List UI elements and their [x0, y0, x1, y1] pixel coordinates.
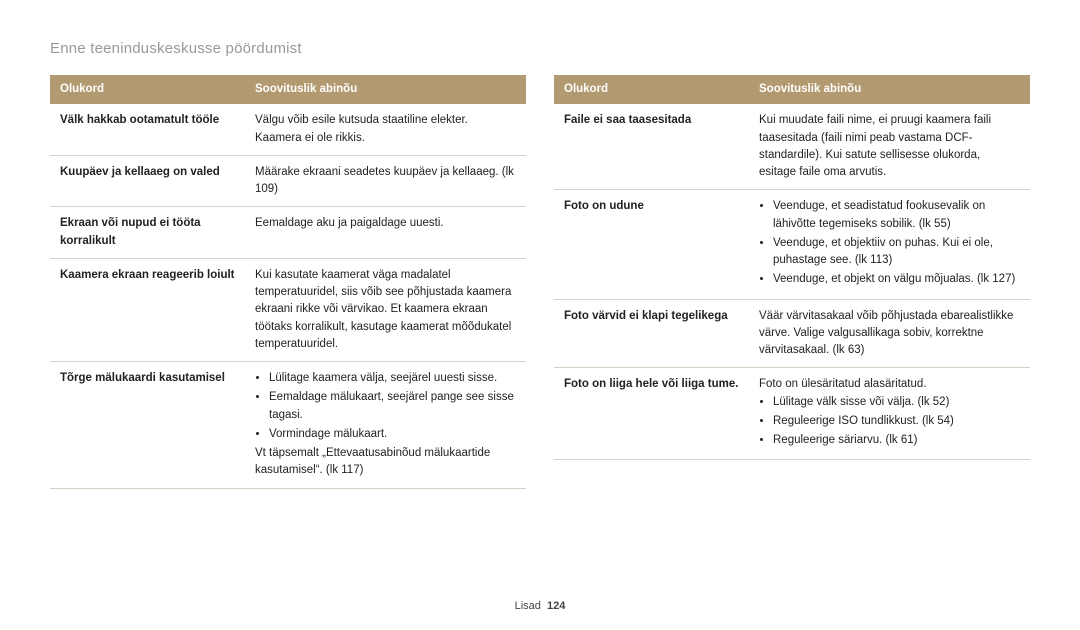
footer-section-label: Lisad [515, 600, 541, 612]
situation-cell: Foto värvid ei klapi tegelikega [554, 299, 749, 368]
page-title: Enne teeninduskeskusse pöördumist [50, 40, 1030, 57]
table-row: Tõrge mälukaardi kasutamisel Lülitage ka… [50, 362, 526, 489]
remedy-before-text: Foto on ülesäritatud alasäritatud. [759, 378, 927, 390]
remedy-cell: Määrake ekraani seadetes kuupäev ja kell… [245, 155, 526, 207]
left-column: Olukord Soovituslik abinõu Välk hakkab o… [50, 75, 526, 489]
remedy-cell: Veenduge, et seadistatud fookusevalik on… [749, 190, 1030, 299]
situation-cell: Tõrge mälukaardi kasutamisel [50, 362, 245, 489]
content-columns: Olukord Soovituslik abinõu Välk hakkab o… [50, 75, 1030, 489]
list-item: Veenduge, et objektiiv on puhas. Kui ei … [773, 235, 1020, 270]
remedy-bullets: Lülitage kaamera välja, seejärel uuesti … [255, 370, 516, 443]
table-row: Foto on liiga hele või liiga tume. Foto … [554, 368, 1030, 460]
situation-cell: Faile ei saa taasesitada [554, 104, 749, 190]
situation-cell: Välk hakkab ootamatult tööle [50, 104, 245, 155]
remedy-cell: Välgu võib esile kutsuda staatiline elek… [245, 104, 526, 155]
remedy-cell: Foto on ülesäritatud alasäritatud. Lülit… [749, 368, 1030, 460]
header-situation: Olukord [50, 75, 245, 104]
remedy-bullets: Lülitage välk sisse või välja. (lk 52) R… [759, 394, 1020, 450]
remedy-after-text: Vt täpsemalt „Ettevaatusabinõud mälukaar… [255, 447, 490, 476]
table-row: Kuupäev ja kellaaeg on valed Määrake ekr… [50, 155, 526, 207]
remedy-cell: Kui kasutate kaamerat väga madalatel tem… [245, 258, 526, 361]
table-row: Kaamera ekraan reageerib loiult Kui kasu… [50, 258, 526, 361]
page-footer: Lisad 124 [0, 600, 1080, 612]
list-item: Eemaldage mälukaart, seejärel pange see … [269, 389, 516, 424]
header-situation: Olukord [554, 75, 749, 104]
remedy-cell: Eemaldage aku ja paigaldage uuesti. [245, 207, 526, 259]
situation-cell: Ekraan või nupud ei tööta korralikult [50, 207, 245, 259]
table-row: Välk hakkab ootamatult tööle Välgu võib … [50, 104, 526, 155]
page-number: 124 [547, 600, 565, 612]
list-item: Reguleerige ISO tundlikkust. (lk 54) [773, 413, 1020, 430]
table-row: Foto on udune Veenduge, et seadistatud f… [554, 190, 1030, 299]
header-remedy: Soovituslik abinõu [749, 75, 1030, 104]
troubleshoot-table-right: Olukord Soovituslik abinõu Faile ei saa … [554, 75, 1030, 460]
table-row: Ekraan või nupud ei tööta korralikult Ee… [50, 207, 526, 259]
troubleshoot-table-left: Olukord Soovituslik abinõu Välk hakkab o… [50, 75, 526, 489]
situation-cell: Kuupäev ja kellaaeg on valed [50, 155, 245, 207]
list-item: Veenduge, et objekt on välgu mõjualas. (… [773, 271, 1020, 288]
list-item: Lülitage välk sisse või välja. (lk 52) [773, 394, 1020, 411]
list-item: Lülitage kaamera välja, seejärel uuesti … [269, 370, 516, 387]
situation-cell: Kaamera ekraan reageerib loiult [50, 258, 245, 361]
list-item: Vormindage mälukaart. [269, 426, 516, 443]
remedy-cell: Väär värvitasakaal võib põhjustada ebare… [749, 299, 1030, 368]
table-row: Foto värvid ei klapi tegelikega Väär vär… [554, 299, 1030, 368]
situation-cell: Foto on liiga hele või liiga tume. [554, 368, 749, 460]
list-item: Veenduge, et seadistatud fookusevalik on… [773, 198, 1020, 233]
list-item: Reguleerige säriarvu. (lk 61) [773, 432, 1020, 449]
right-column: Olukord Soovituslik abinõu Faile ei saa … [554, 75, 1030, 489]
table-row: Faile ei saa taasesitada Kui muudate fai… [554, 104, 1030, 190]
remedy-bullets: Veenduge, et seadistatud fookusevalik on… [759, 198, 1020, 288]
situation-cell: Foto on udune [554, 190, 749, 299]
remedy-cell: Kui muudate faili nime, ei pruugi kaamer… [749, 104, 1030, 190]
header-remedy: Soovituslik abinõu [245, 75, 526, 104]
remedy-cell: Lülitage kaamera välja, seejärel uuesti … [245, 362, 526, 489]
